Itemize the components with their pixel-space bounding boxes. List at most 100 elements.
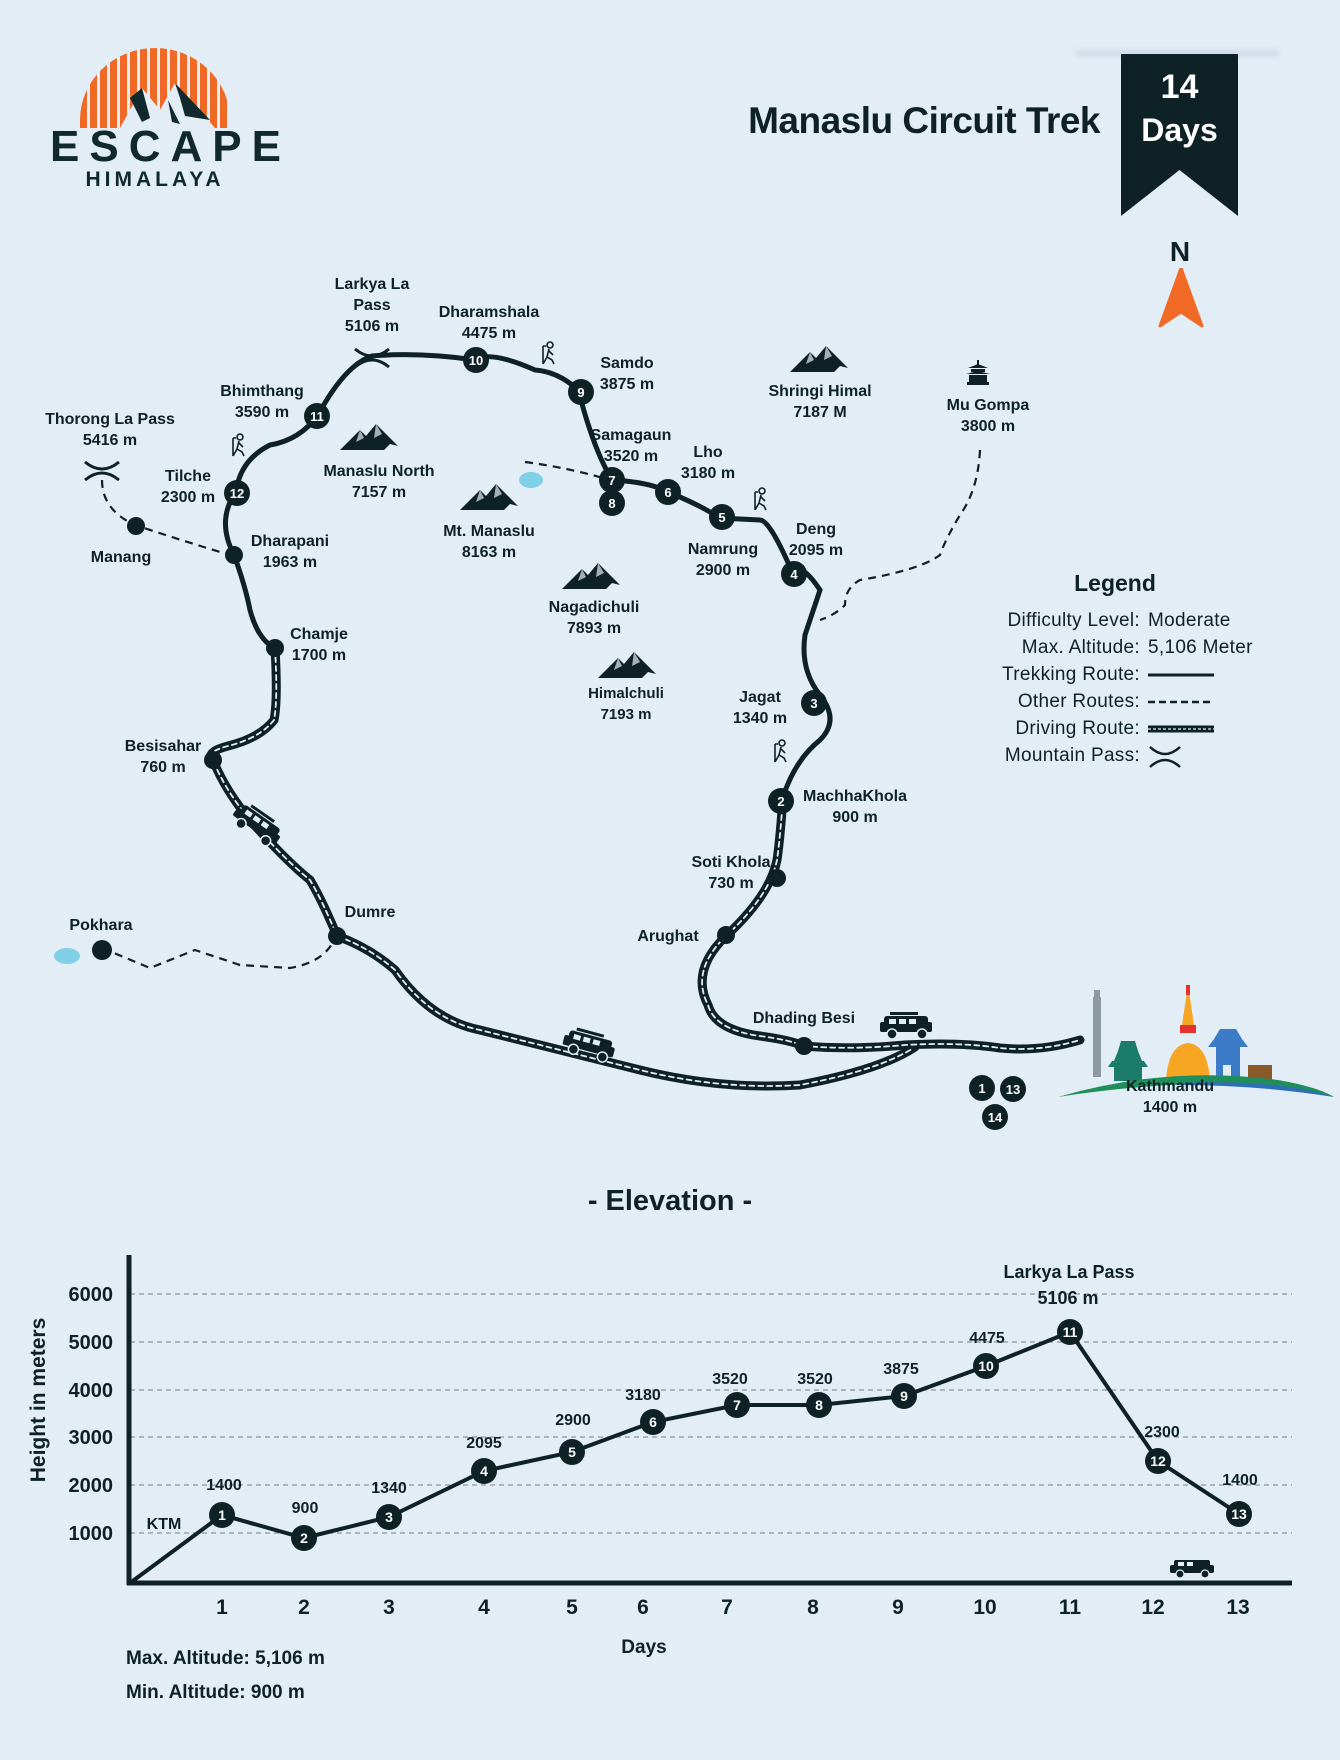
duration-ribbon xyxy=(1121,54,1238,216)
y-tick: 4000 xyxy=(69,1380,114,1402)
stop-altitude: 2300 m xyxy=(160,489,216,506)
svg-text:3: 3 xyxy=(383,1596,395,1619)
peak-altitude: 7893 m xyxy=(566,620,622,637)
svg-text:1400: 1400 xyxy=(1222,1472,1258,1489)
svg-text:8: 8 xyxy=(815,1397,823,1413)
stop-altitude: 5416 m xyxy=(82,432,138,449)
stop-name: Larkya La xyxy=(334,276,410,293)
stop-name: Manang xyxy=(90,549,152,566)
stop-larkya-la-pass: Larkya La Pass 5106 m xyxy=(325,274,419,337)
logo-mark xyxy=(80,48,227,128)
stop-altitude: 2900 m xyxy=(695,562,751,579)
stop-altitude: 3875 m xyxy=(599,376,655,393)
svg-text:10: 10 xyxy=(978,1358,994,1374)
svg-text:10: 10 xyxy=(469,353,483,368)
svg-text:3520: 3520 xyxy=(712,1371,748,1388)
stop-altitude: 1400 m xyxy=(1142,1099,1198,1116)
stop-altitude: 3180 m xyxy=(680,465,736,482)
svg-text:5: 5 xyxy=(568,1444,576,1460)
legend-title: Legend xyxy=(1074,570,1156,596)
duration-number: 14 xyxy=(1160,68,1199,106)
peak-name: Nagadichuli xyxy=(548,599,640,616)
svg-text:13: 13 xyxy=(1006,1082,1020,1097)
y-tick: 5000 xyxy=(69,1332,114,1354)
svg-text:1400: 1400 xyxy=(206,1477,242,1494)
stop-kathmandu: Kathmandu 1400 m xyxy=(1100,1076,1240,1118)
stop-dharamshala: Dharamshala 4475 m xyxy=(426,302,552,344)
stop-samagaun: Samagaun 3520 m xyxy=(581,425,681,467)
svg-text:KTM: KTM xyxy=(147,1516,182,1533)
map-legend: Legend Difficulty Level: Moderate Max. A… xyxy=(960,570,1280,769)
svg-text:900: 900 xyxy=(292,1500,319,1517)
legend-value: 5,106 Meter xyxy=(1148,637,1253,658)
peak-altitude: 7157 m xyxy=(351,484,407,501)
svg-text:3520: 3520 xyxy=(797,1371,833,1388)
stop-name: Tilche xyxy=(165,468,211,485)
svg-text:1: 1 xyxy=(216,1596,228,1619)
stop-name: Pokhara xyxy=(69,917,133,934)
stop-tilche: Tilche 2300 m xyxy=(158,466,218,508)
peak-altitude: 7187 M xyxy=(793,404,847,421)
stop-name: Soti Khola xyxy=(691,854,771,871)
min-altitude-stat: Min. Altitude: 900 m xyxy=(126,1682,305,1703)
stop-name: Lho xyxy=(693,444,723,461)
y-tick: 6000 xyxy=(69,1284,114,1306)
stop-jagat: Jagat 1340 m xyxy=(730,687,790,729)
svg-text:13: 13 xyxy=(1226,1596,1249,1619)
svg-text:4: 4 xyxy=(478,1596,490,1619)
peak-altitude: 8163 m xyxy=(461,544,517,561)
stop-name: Pass xyxy=(353,297,391,314)
ribbon-shadow xyxy=(1075,50,1280,56)
dashed-line-icon xyxy=(1148,700,1214,703)
stop-dumre: Dumre xyxy=(340,902,400,923)
legend-key: Difficulty Level: xyxy=(1007,610,1140,631)
stop-soti-khola: Soti Khola 730 m xyxy=(688,852,774,894)
legend-row-trekking-route: Trekking Route: xyxy=(960,661,1280,688)
peak-manaslu-north: Manaslu North 7157 m xyxy=(316,461,442,503)
svg-text:12: 12 xyxy=(1150,1453,1166,1469)
svg-text:5106 m: 5106 m xyxy=(1037,1288,1098,1308)
legend-row-max-altitude: Max. Altitude: 5,106 Meter xyxy=(960,634,1280,661)
stop-altitude: 1963 m xyxy=(262,554,318,571)
legend-row-other-routes: Other Routes: xyxy=(960,688,1280,715)
stop-altitude: 3590 m xyxy=(234,404,290,421)
stop-name: Dhading Besi xyxy=(752,1010,856,1027)
legend-key: Max. Altitude: xyxy=(1021,637,1140,658)
page-title: Manaslu Circuit Trek xyxy=(748,100,1100,141)
svg-text:12: 12 xyxy=(230,486,244,501)
svg-text:4: 4 xyxy=(480,1463,488,1479)
peak-name: Manaslu North xyxy=(323,463,435,480)
svg-text:5: 5 xyxy=(566,1596,578,1619)
north-label: N xyxy=(1169,236,1191,267)
svg-text:6: 6 xyxy=(637,1596,649,1619)
duration-unit: Days xyxy=(1141,112,1218,148)
svg-text:10: 10 xyxy=(973,1596,996,1619)
svg-text:4475: 4475 xyxy=(969,1330,1005,1347)
stop-mu-gompa: Mu Gompa 3800 m xyxy=(938,395,1038,437)
svg-text:11: 11 xyxy=(310,409,324,424)
stop-machhakhola: MachhaKhola 900 m xyxy=(800,786,910,828)
stop-altitude: 730 m xyxy=(708,875,754,892)
stop-name: Samdo xyxy=(600,355,654,372)
stop-name: Jagat xyxy=(739,689,781,706)
svg-text:13: 13 xyxy=(1231,1506,1247,1522)
svg-text:2: 2 xyxy=(298,1596,310,1619)
stop-name: Besisahar xyxy=(124,738,202,755)
svg-text:5: 5 xyxy=(718,510,725,525)
solid-line-icon xyxy=(1148,673,1214,676)
y-tick: 1000 xyxy=(69,1523,114,1545)
peak-mt-manaslu: Mt. Manaslu 8163 m xyxy=(436,521,542,563)
svg-text:7: 7 xyxy=(733,1397,741,1413)
svg-text:9: 9 xyxy=(577,385,584,400)
y-tick: 2000 xyxy=(69,1475,114,1497)
stop-altitude: 900 m xyxy=(832,809,878,826)
logo-wordmark: ESCAPE xyxy=(50,122,291,171)
mountain-pass-icon xyxy=(1149,745,1181,768)
stop-name: Samagaun xyxy=(590,427,672,444)
stop-altitude: 760 m xyxy=(140,759,186,776)
svg-text:9: 9 xyxy=(892,1596,904,1619)
svg-text:3875: 3875 xyxy=(883,1361,919,1378)
svg-text:2: 2 xyxy=(777,794,784,809)
stop-name: Mu Gompa xyxy=(946,397,1030,414)
stop-altitude: 4475 m xyxy=(461,325,517,342)
